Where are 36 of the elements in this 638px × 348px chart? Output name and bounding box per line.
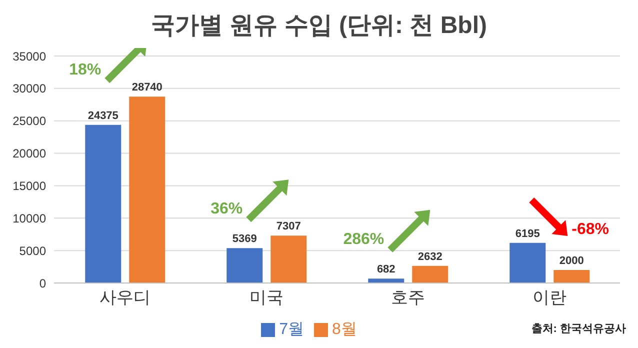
- annotation: 286%: [343, 230, 384, 248]
- data-label: 6195: [515, 228, 540, 240]
- bar: [270, 236, 307, 283]
- y-tick-label: 10000: [12, 211, 46, 226]
- bar: [368, 278, 404, 283]
- bar: [510, 242, 546, 283]
- bar: [554, 270, 590, 283]
- y-tick-label: 0: [39, 276, 46, 290]
- data-label: 2000: [559, 255, 584, 268]
- y-tick-label: 15000: [12, 178, 46, 193]
- data-label: 682: [376, 264, 396, 276]
- annotation: 36%: [210, 200, 243, 218]
- data-label: 24375: [88, 110, 118, 122]
- data-label: 5369: [232, 233, 257, 246]
- data-label: 2632: [418, 250, 442, 263]
- x-tick-label: 호주: [390, 288, 425, 308]
- y-tick-label: 25000: [12, 114, 46, 128]
- legend-label: 8월: [332, 321, 357, 338]
- bar: [85, 124, 122, 283]
- y-tick-label: 35000: [12, 49, 46, 64]
- y-tick-label: 5000: [19, 244, 46, 258]
- bar: [226, 248, 263, 283]
- chart-title: 국가별 원유 수입 (단위: 천 Bbl): [150, 11, 488, 41]
- legend-label: 7월: [279, 321, 304, 338]
- data-label: 28740: [132, 82, 162, 94]
- source-note: 출처: 한국석유공사: [531, 322, 626, 336]
- annotation: 18%: [69, 62, 102, 79]
- x-tick-label: 사우디: [99, 288, 150, 308]
- x-tick-label: 미국: [249, 288, 284, 308]
- x-tick-label: 이란: [532, 288, 566, 308]
- bar: [412, 266, 448, 283]
- data-label: 7307: [276, 220, 301, 233]
- annotation: -68%: [572, 221, 609, 238]
- y-tick-label: 20000: [12, 146, 46, 161]
- bar: [129, 96, 166, 283]
- y-tick-label: 30000: [12, 82, 46, 96]
